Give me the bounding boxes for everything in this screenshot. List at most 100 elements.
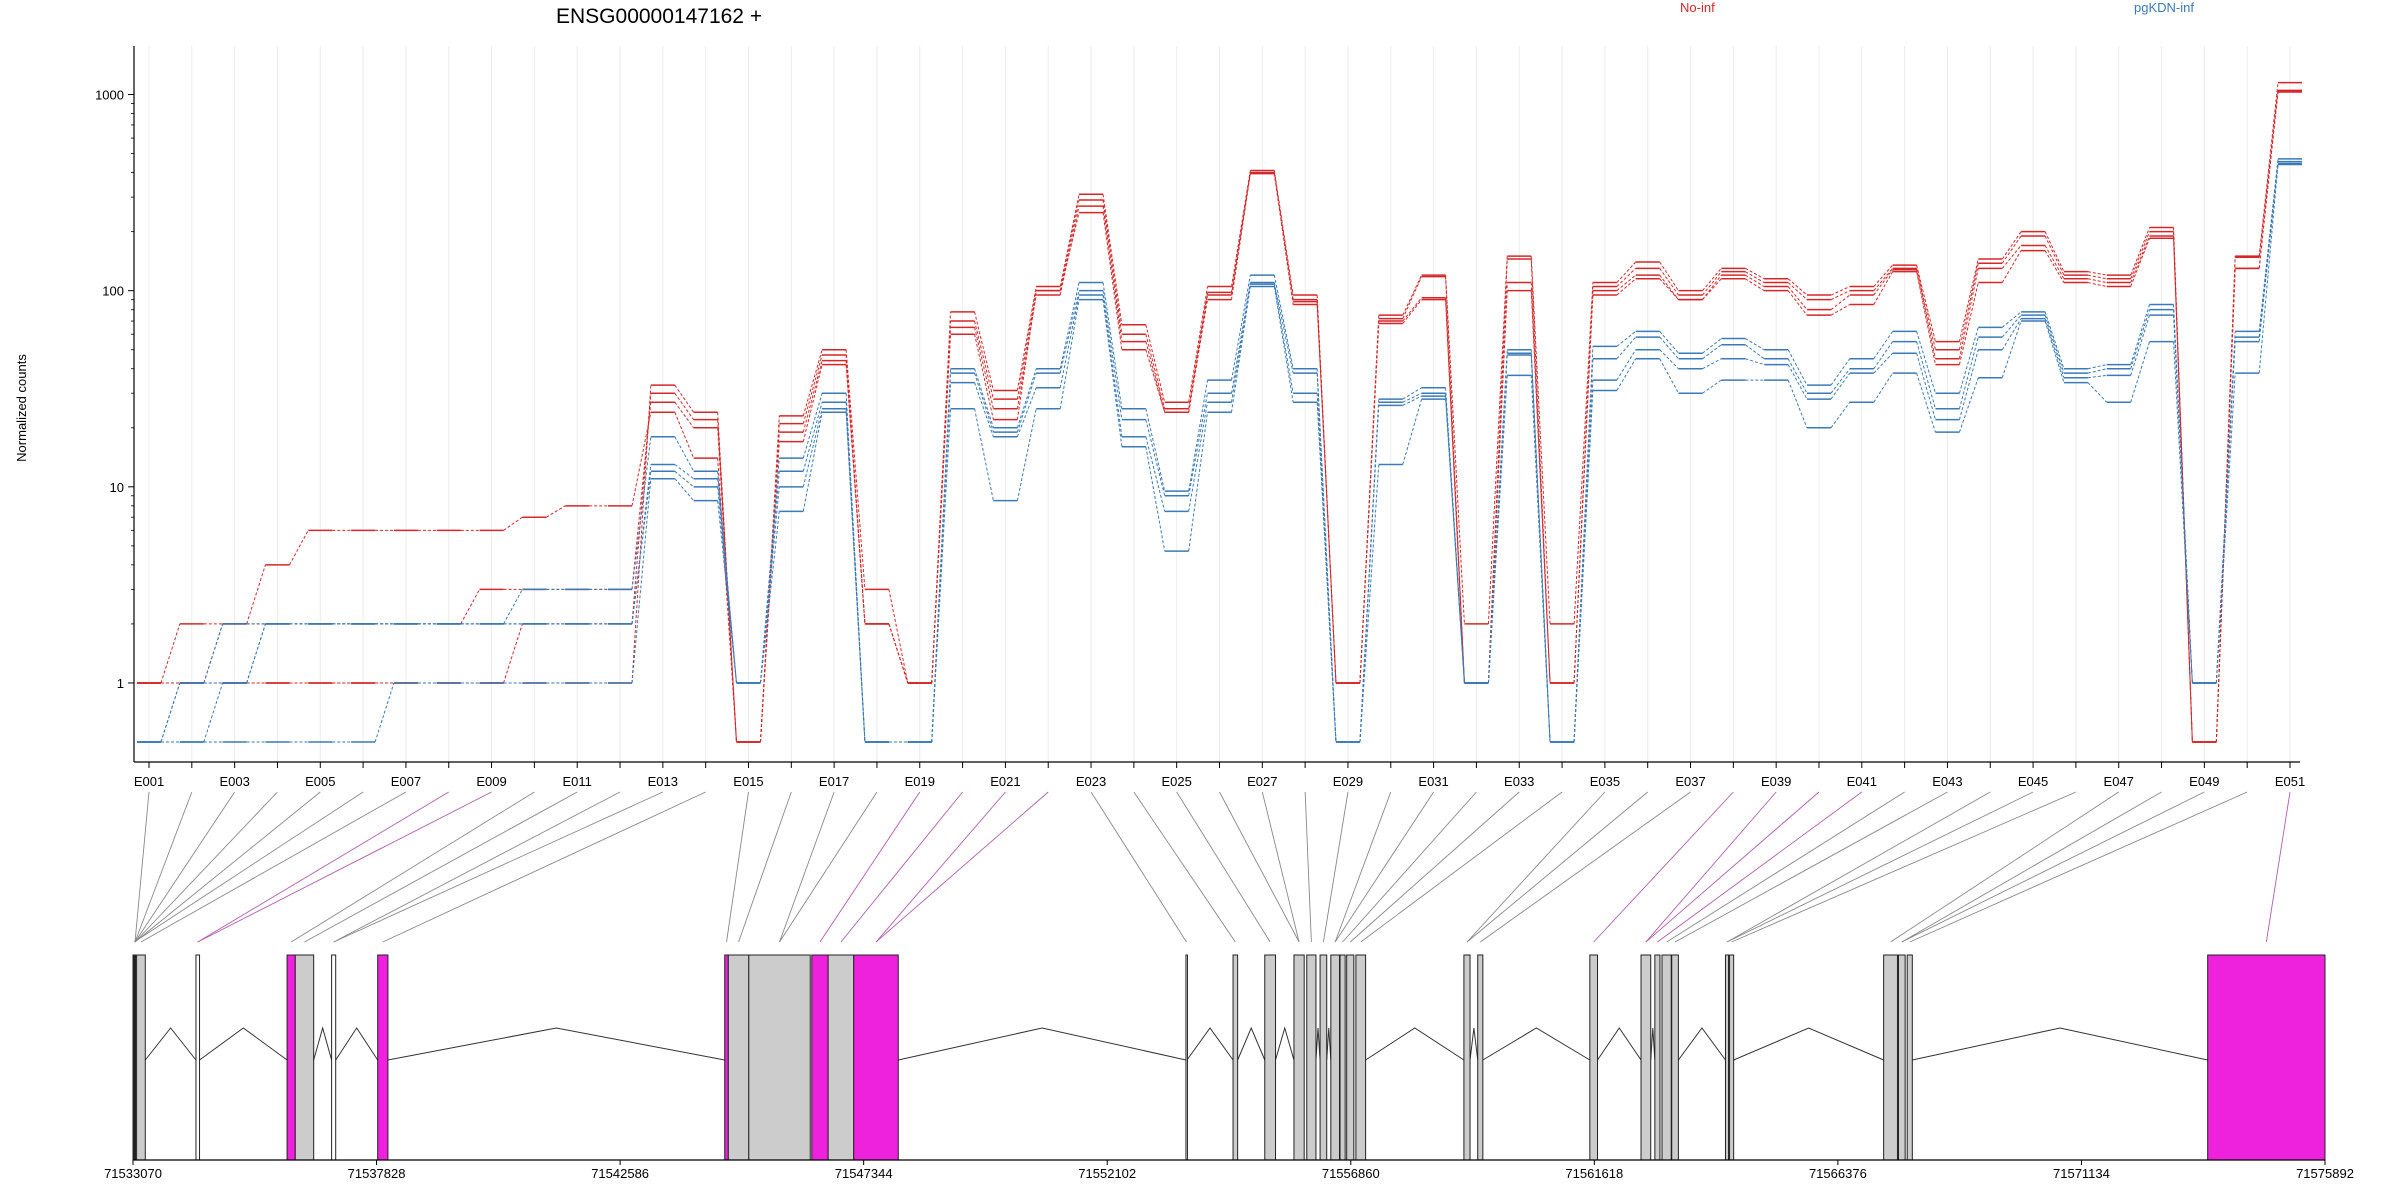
intron bbox=[1326, 1027, 1332, 1061]
series-connector bbox=[1659, 336, 1679, 360]
connector-e033 bbox=[1349, 791, 1520, 943]
series-connector bbox=[1231, 275, 1251, 381]
series-connector bbox=[246, 623, 266, 684]
x-tick-label-e047: E047 bbox=[2104, 774, 2134, 789]
x-tick-label-e029: E029 bbox=[1333, 774, 1363, 789]
series-connector bbox=[503, 589, 523, 625]
series-connector bbox=[503, 516, 523, 531]
series-connector bbox=[1059, 212, 1080, 291]
connector-e030 bbox=[1334, 791, 1392, 943]
series-connector bbox=[1445, 275, 1465, 624]
series-connector bbox=[2087, 271, 2107, 276]
series-connector bbox=[2258, 164, 2279, 374]
gene-model bbox=[132, 954, 2326, 1161]
exon-block bbox=[1671, 954, 1679, 1161]
exon-block bbox=[1724, 954, 1730, 1161]
connector-e037 bbox=[1480, 791, 1691, 943]
connector-e031 bbox=[1334, 791, 1434, 943]
series-connector bbox=[845, 364, 866, 624]
connector-e021 bbox=[875, 791, 1006, 943]
series-connector bbox=[1016, 290, 1037, 420]
series-connector bbox=[2173, 235, 2193, 743]
series-connector bbox=[1316, 304, 1337, 683]
series-connector bbox=[2130, 231, 2151, 279]
series-connector bbox=[1745, 344, 1765, 360]
x-tick-label-e009: E009 bbox=[476, 774, 506, 789]
series-connector bbox=[717, 486, 737, 684]
series-connector bbox=[1702, 278, 1722, 300]
series-connector bbox=[1402, 299, 1422, 324]
series-connector bbox=[802, 349, 823, 417]
series-connector bbox=[1830, 286, 1851, 296]
series-connector bbox=[802, 408, 823, 487]
series-connector bbox=[1787, 364, 1808, 400]
connector-e029 bbox=[1322, 791, 1349, 943]
series-connector bbox=[1016, 368, 1037, 428]
series-connector bbox=[1916, 269, 1936, 359]
exon-block bbox=[286, 954, 296, 1161]
series-connector bbox=[1659, 349, 1679, 370]
gene-tick-label-71537828: 71537828 bbox=[348, 1166, 406, 1181]
connector-e017 bbox=[779, 791, 835, 943]
x-tick-label-e019: E019 bbox=[905, 774, 935, 789]
series-connector bbox=[2130, 341, 2151, 403]
connector-e026 bbox=[1219, 791, 1300, 943]
series-connector bbox=[1359, 405, 1380, 743]
series-connector bbox=[1188, 299, 1208, 413]
series-connector bbox=[2044, 320, 2065, 383]
series-connector bbox=[2001, 235, 2022, 264]
exon-block bbox=[811, 954, 829, 1161]
series-connector bbox=[1402, 387, 1422, 400]
series-connector bbox=[1273, 286, 1294, 403]
connector-e018 bbox=[779, 791, 878, 943]
series-connector bbox=[1145, 334, 1166, 409]
connector-e028 bbox=[1304, 791, 1312, 943]
series-connector bbox=[1059, 199, 1080, 291]
series-connector bbox=[2258, 90, 2279, 258]
connector-e034 bbox=[1360, 791, 1563, 943]
x-tick-label-e031: E031 bbox=[1418, 774, 1448, 789]
series-connector bbox=[1616, 261, 1637, 283]
intron bbox=[1733, 1027, 1884, 1061]
series-connector bbox=[1231, 284, 1251, 403]
connector-e025 bbox=[1176, 791, 1271, 943]
x-tick-label-e051: E051 bbox=[2275, 774, 2305, 789]
series-connector bbox=[1787, 358, 1808, 394]
series-connector bbox=[2001, 320, 2022, 378]
series-connector bbox=[1916, 353, 1936, 420]
series-connector bbox=[1745, 274, 1765, 287]
connector-e040 bbox=[1645, 791, 1820, 943]
connector-e049 bbox=[1901, 791, 2205, 943]
connector-e035 bbox=[1466, 791, 1606, 943]
intron bbox=[144, 1027, 197, 1061]
series-connector bbox=[1958, 282, 1979, 365]
intron bbox=[1275, 1026, 1295, 1061]
series-connector bbox=[1958, 327, 1979, 394]
series-connector bbox=[802, 354, 823, 424]
series-connector bbox=[1873, 269, 1894, 296]
series-connector bbox=[1059, 282, 1080, 369]
gene-tick-label-71542586: 71542586 bbox=[591, 1166, 649, 1181]
series-connector bbox=[2044, 315, 2065, 374]
legend-entry-pgkdn-inf: pgKDN-inf bbox=[2134, 0, 2194, 15]
gene-tick-label-71566376: 71566376 bbox=[1809, 1166, 1867, 1181]
exon-block bbox=[1339, 954, 1346, 1161]
series-connector bbox=[2130, 315, 2151, 376]
connector-e005 bbox=[134, 791, 321, 943]
series-connector bbox=[802, 402, 823, 472]
series-connector bbox=[1359, 464, 1380, 743]
intron bbox=[898, 1027, 1187, 1061]
y-axis: 1 10 100 1000 bbox=[95, 46, 135, 762]
gene-tick-label-71547344: 71547344 bbox=[835, 1166, 893, 1181]
x-tick-label-e021: E021 bbox=[990, 774, 1020, 789]
series-connector bbox=[1530, 256, 1551, 624]
series-connector bbox=[1958, 377, 1979, 433]
connector-e024 bbox=[1133, 791, 1236, 943]
series-connector bbox=[2130, 309, 2151, 369]
connector-e014 bbox=[382, 791, 706, 943]
gene-tick-label-71533070: 71533070 bbox=[104, 1166, 162, 1181]
series-connector bbox=[1573, 358, 1594, 743]
intron bbox=[387, 1027, 725, 1061]
series-connector bbox=[974, 382, 994, 437]
series-connector bbox=[1702, 271, 1722, 296]
